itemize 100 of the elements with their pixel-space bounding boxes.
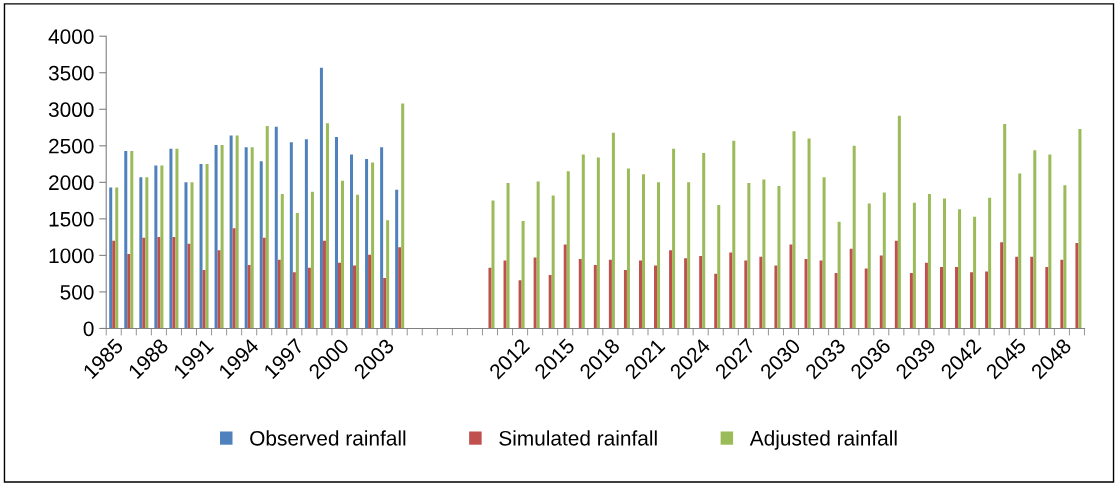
bar: [232, 228, 236, 329]
bar: [214, 145, 218, 329]
bar: [289, 142, 293, 329]
bar: [638, 260, 642, 329]
bar: [310, 191, 314, 329]
bar: [717, 204, 721, 329]
bar: [488, 267, 492, 329]
bar: [334, 137, 338, 329]
bar: [368, 254, 372, 329]
bar: [304, 139, 308, 329]
bar: [714, 273, 718, 329]
bar: [702, 153, 706, 329]
bar: [365, 158, 369, 329]
bar: [491, 200, 495, 329]
bar: [596, 157, 600, 329]
legend-label: Adjusted rainfall: [749, 430, 897, 450]
bar: [744, 260, 748, 329]
bar: [819, 260, 823, 329]
bar: [371, 162, 375, 329]
bar: [175, 148, 179, 329]
bar: [518, 280, 522, 329]
bar: [292, 272, 296, 329]
bar: [551, 195, 555, 329]
bar: [611, 132, 615, 329]
bar: [879, 255, 883, 329]
bar: [229, 135, 233, 329]
bar: [199, 164, 203, 329]
bar: [325, 123, 329, 329]
bar: [641, 174, 645, 329]
bar: [849, 248, 853, 329]
bar: [834, 272, 838, 329]
bar: [759, 256, 763, 329]
bar: [894, 240, 898, 329]
bar: [924, 262, 928, 329]
bar: [395, 189, 399, 329]
bar: [774, 265, 778, 329]
bar: [220, 145, 224, 329]
bar: [1030, 256, 1034, 329]
bar: [235, 135, 239, 329]
bar: [217, 250, 221, 329]
bar: [867, 203, 871, 329]
bar: [672, 148, 676, 329]
bar: [593, 264, 597, 329]
bar: [912, 202, 916, 329]
bar: [777, 185, 781, 329]
bar: [157, 237, 161, 329]
bar: [747, 183, 751, 329]
bar: [380, 147, 384, 329]
bar: [350, 154, 354, 329]
bar: [280, 194, 284, 329]
bar: [942, 198, 946, 329]
bar: [548, 275, 552, 329]
bar: [202, 270, 206, 329]
bar: [988, 197, 992, 329]
bar: [563, 244, 567, 329]
bar: [398, 247, 402, 329]
bar: [401, 103, 405, 329]
y-tick-label: 2000: [49, 175, 94, 191]
bar: [295, 213, 299, 329]
bar: [184, 182, 188, 329]
y-tick-label: 3000: [48, 102, 94, 118]
bar: [958, 209, 962, 329]
bar: [259, 161, 263, 329]
bar: [852, 145, 856, 329]
bar: [927, 194, 931, 329]
bar: [566, 171, 570, 329]
bar: [762, 179, 766, 329]
bar: [822, 177, 826, 329]
y-tick-label: 0: [83, 321, 94, 337]
bar: [142, 237, 146, 329]
bar: [1015, 256, 1019, 329]
bar: [383, 278, 387, 329]
bar: [804, 259, 808, 329]
bar: [1000, 242, 1004, 329]
bar: [657, 182, 661, 329]
bar: [337, 262, 341, 329]
bar: [277, 259, 281, 329]
bar: [145, 177, 149, 329]
bar: [1078, 129, 1082, 329]
bar: [109, 187, 113, 329]
bar: [684, 258, 688, 329]
bar: [882, 192, 886, 329]
bar: [247, 264, 251, 329]
bar: [623, 270, 627, 329]
bar: [322, 240, 326, 329]
bar: [503, 260, 507, 329]
bar: [190, 182, 194, 329]
bar: [837, 221, 841, 329]
bar: [127, 253, 131, 329]
bar: [578, 259, 582, 329]
bar: [536, 181, 540, 329]
bar: [124, 150, 128, 329]
bar: [160, 165, 164, 329]
bar: [353, 265, 357, 329]
bar: [274, 126, 278, 329]
y-tick-label: 4000: [48, 29, 94, 44]
bar: [262, 237, 266, 329]
bar: [608, 259, 612, 329]
legend-label: Observed rainfall: [250, 430, 406, 446]
bar: [1033, 150, 1037, 329]
